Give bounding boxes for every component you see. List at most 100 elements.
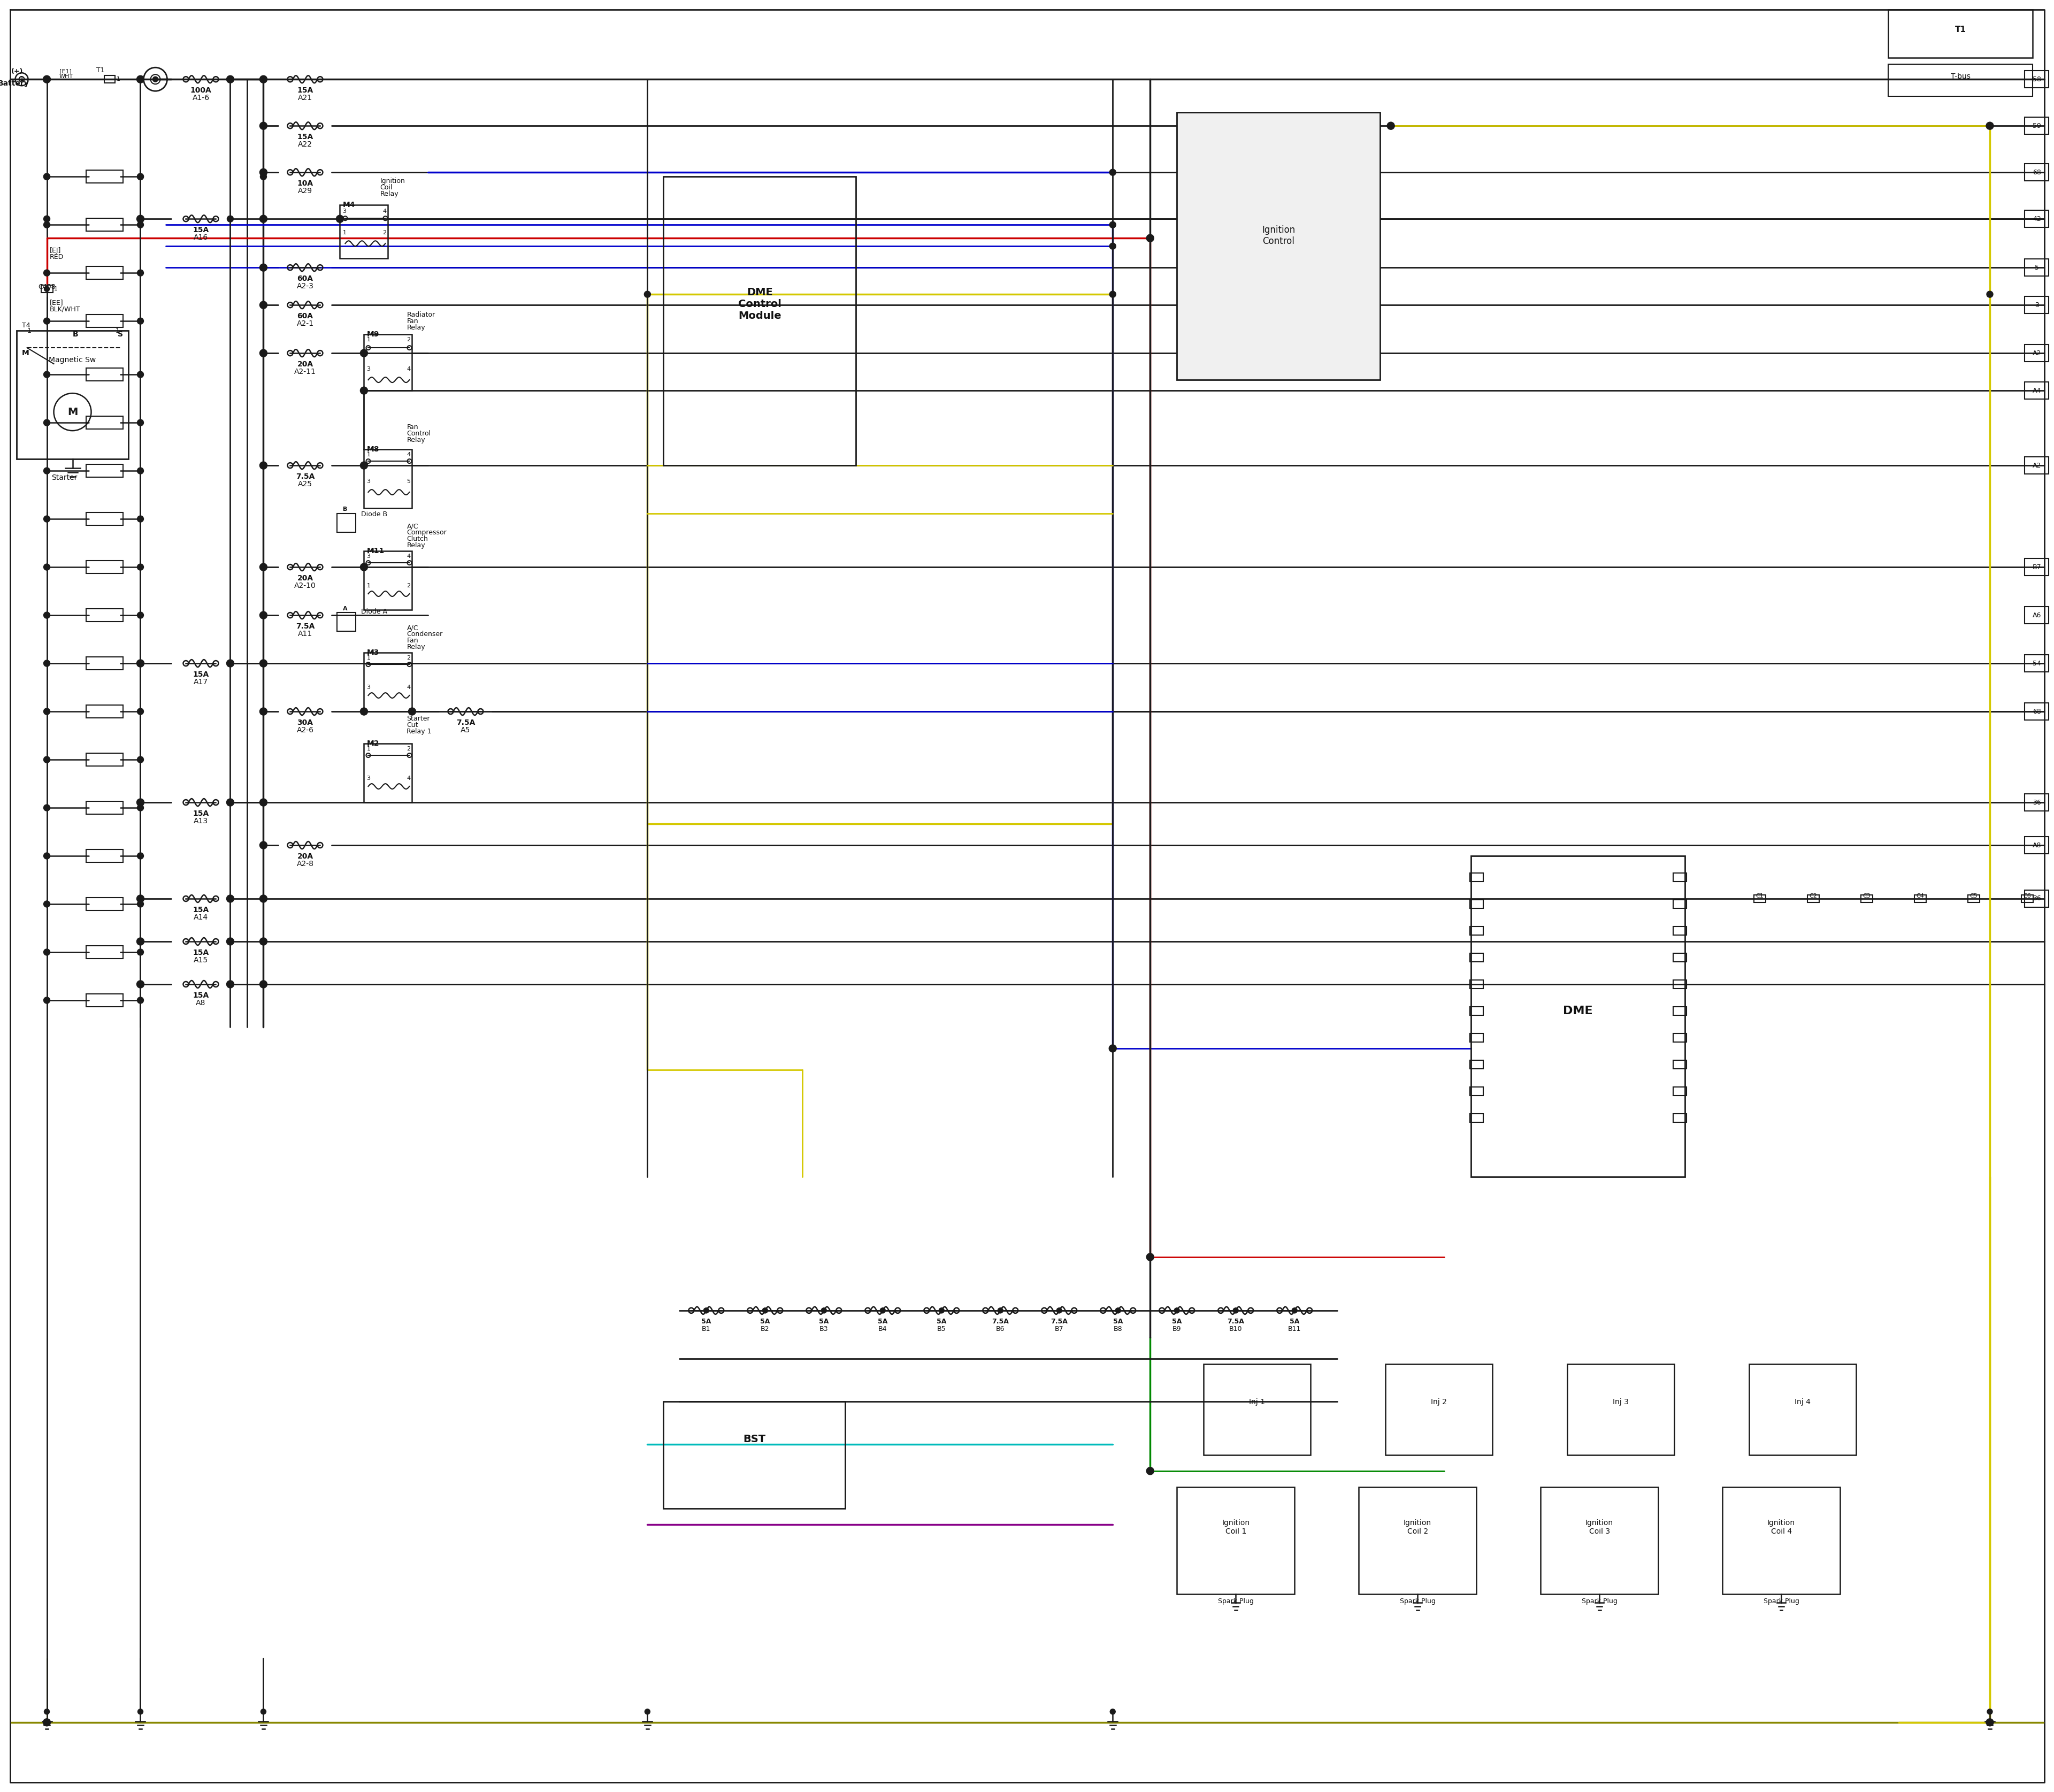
Circle shape — [261, 564, 267, 570]
Circle shape — [762, 1308, 768, 1314]
Circle shape — [1986, 122, 1994, 129]
Text: 3: 3 — [366, 478, 370, 484]
Bar — [364, 550, 413, 609]
Text: 7.5A: 7.5A — [992, 1317, 1009, 1324]
Bar — [1360, 1487, 1477, 1593]
Bar — [86, 315, 123, 328]
Bar — [86, 367, 123, 382]
Circle shape — [359, 563, 368, 572]
Text: M3: M3 — [366, 649, 380, 656]
Circle shape — [43, 1710, 49, 1715]
Circle shape — [138, 371, 144, 378]
Circle shape — [138, 215, 144, 222]
Circle shape — [43, 950, 49, 955]
Text: M: M — [23, 349, 29, 357]
Text: 5A: 5A — [937, 1317, 947, 1324]
Circle shape — [43, 853, 49, 858]
Text: 68: 68 — [2033, 708, 2042, 715]
Text: Ignition
Coil 2: Ignition Coil 2 — [1403, 1520, 1432, 1536]
Circle shape — [259, 894, 267, 903]
Text: 5A: 5A — [820, 1317, 830, 1324]
Text: B11: B11 — [1288, 1326, 1300, 1333]
Text: Clutch: Clutch — [407, 536, 427, 543]
Bar — [339, 204, 388, 258]
Text: 5A: 5A — [877, 1317, 887, 1324]
Circle shape — [228, 75, 234, 82]
Circle shape — [43, 708, 49, 715]
Bar — [2025, 163, 2048, 181]
Text: Inj 3: Inj 3 — [1612, 1398, 1629, 1405]
Text: A2-6: A2-6 — [296, 726, 314, 735]
Bar — [1567, 1364, 1674, 1455]
Circle shape — [1109, 1710, 1115, 1715]
Circle shape — [359, 387, 368, 394]
Bar — [1471, 857, 1684, 1177]
Circle shape — [43, 371, 49, 378]
Bar — [1672, 926, 1686, 935]
Circle shape — [43, 317, 49, 324]
Circle shape — [1986, 1719, 1994, 1726]
Text: 1: 1 — [366, 745, 370, 751]
Circle shape — [138, 853, 144, 858]
Circle shape — [259, 215, 267, 222]
Bar — [663, 177, 857, 466]
Circle shape — [822, 1308, 826, 1314]
Circle shape — [43, 516, 49, 521]
Circle shape — [138, 756, 144, 763]
Circle shape — [259, 168, 267, 176]
Circle shape — [259, 122, 267, 129]
Circle shape — [43, 222, 49, 228]
Text: 68: 68 — [2033, 168, 2042, 176]
Circle shape — [43, 75, 49, 82]
Text: A8: A8 — [2033, 842, 2042, 849]
Circle shape — [261, 265, 267, 271]
Circle shape — [138, 75, 144, 82]
Text: Radiator: Radiator — [407, 312, 435, 319]
Text: 42: 42 — [2033, 215, 2042, 222]
Circle shape — [259, 563, 267, 572]
Text: A2-1: A2-1 — [296, 321, 314, 328]
Text: T-bus: T-bus — [1951, 73, 1970, 81]
Text: C6: C6 — [2023, 894, 2031, 898]
Text: A/C: A/C — [407, 523, 419, 530]
Circle shape — [1146, 1253, 1154, 1262]
Text: Spark Plug: Spark Plug — [1399, 1598, 1436, 1604]
Text: 36: 36 — [2033, 799, 2042, 806]
Circle shape — [1146, 1468, 1154, 1475]
Bar — [337, 514, 355, 532]
Text: Fan: Fan — [407, 317, 419, 324]
Text: S: S — [117, 332, 123, 339]
Text: 20A: 20A — [298, 853, 312, 860]
Circle shape — [409, 708, 415, 715]
Circle shape — [138, 937, 144, 944]
Text: A2-8: A2-8 — [296, 860, 314, 867]
Text: Diode A: Diode A — [362, 607, 388, 615]
Bar — [2025, 382, 2048, 400]
Circle shape — [705, 1308, 709, 1314]
Circle shape — [261, 215, 267, 222]
Circle shape — [1386, 122, 1395, 129]
Text: C4: C4 — [1916, 894, 1925, 898]
Circle shape — [259, 611, 267, 618]
Text: DME
Control
Module: DME Control Module — [737, 287, 781, 321]
Circle shape — [1109, 168, 1115, 176]
Text: 4: 4 — [407, 554, 411, 559]
Circle shape — [43, 269, 49, 276]
Text: 15A: 15A — [193, 670, 210, 679]
Circle shape — [226, 799, 234, 806]
Text: 2: 2 — [382, 229, 386, 235]
Circle shape — [259, 349, 267, 357]
Text: B2: B2 — [760, 1326, 770, 1333]
Bar — [86, 267, 123, 280]
Bar — [1723, 1487, 1840, 1593]
Text: 1: 1 — [366, 452, 370, 457]
Text: Fan: Fan — [407, 423, 419, 430]
Text: A8: A8 — [195, 1000, 205, 1007]
Text: A21: A21 — [298, 95, 312, 102]
Bar — [2025, 607, 2048, 624]
Bar — [337, 613, 355, 631]
Text: 2: 2 — [407, 337, 411, 342]
Bar — [86, 609, 123, 622]
Text: 20A: 20A — [298, 360, 312, 367]
Text: 30A: 30A — [298, 719, 312, 726]
